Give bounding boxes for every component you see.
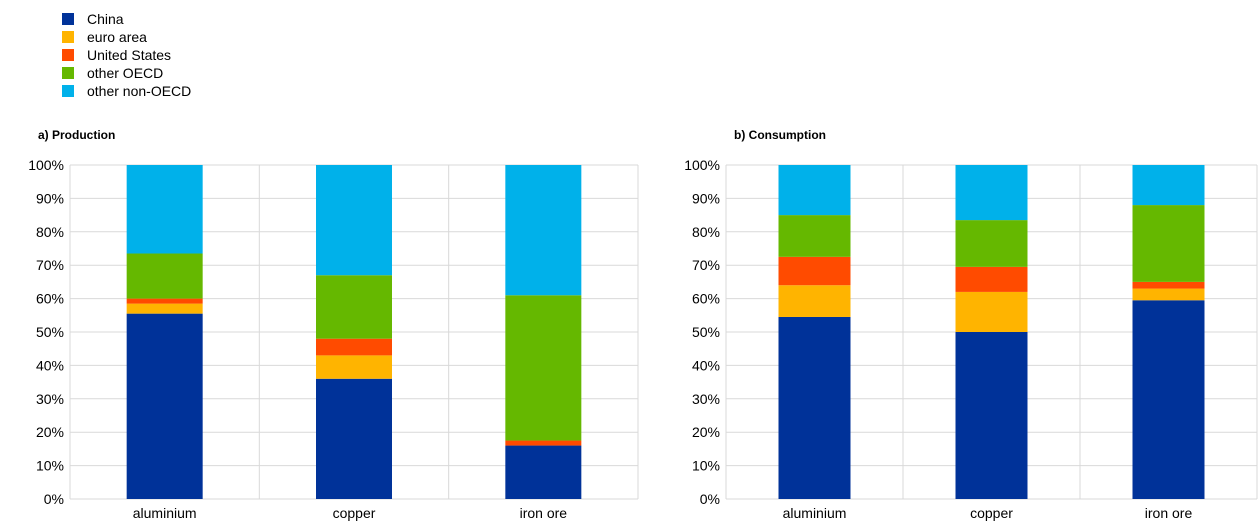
production-x-tick-label: iron ore (520, 505, 568, 521)
consumption-bar-aluminium-china (778, 316, 851, 499)
production-x-tick-label: aluminium (133, 505, 197, 521)
consumption-y-tick-label: 30% (692, 391, 720, 407)
consumption-y-tick-label: 80% (692, 224, 720, 240)
consumption-y-tick-label: 0% (700, 491, 720, 507)
production-y-tick-label: 50% (36, 324, 64, 340)
production-bar-aluminium-china (126, 313, 203, 499)
legend-item-euro-area: euro area (62, 28, 191, 46)
legend-swatch-united-states (62, 49, 74, 61)
production-y-tick-label: 30% (36, 391, 64, 407)
consumption-bar-copper-other-non-oecd (955, 165, 1028, 221)
consumption-y-tick-label: 100% (684, 157, 720, 173)
consumption-bar-aluminium-other-oecd (778, 215, 851, 257)
production-bar-iron-ore-china (505, 445, 582, 499)
consumption-x-tick-label: copper (970, 505, 1013, 521)
production-chart-title: a) Production (38, 128, 116, 142)
consumption-y-tick-label: 50% (692, 324, 720, 340)
legend-label-euro-area: euro area (87, 29, 147, 45)
legend-swatch-other-oecd (62, 67, 74, 79)
production-bar-aluminium-united-states (126, 298, 203, 304)
consumption-bar-iron-ore-united-states (1132, 281, 1205, 289)
production-chart: 0% 10% 20% 30% 40% 50% 60% 70% 80% 90% 100% alumini… (28, 157, 639, 521)
production-y-tick-label: 90% (36, 190, 64, 206)
production-bar-copper-china (316, 378, 392, 499)
legend-label-united-states: United States (87, 47, 172, 63)
consumption-chart-title: b) Consumption (734, 128, 826, 142)
consumption-x-tick-label: iron ore (1145, 505, 1193, 521)
consumption-panel: b) Consumption 0% 10% 20% 30% 40% 50% 60% 70% 80… (656, 128, 1258, 524)
consumption-y-tick-label: 10% (692, 458, 720, 474)
legend-item-china: China (62, 10, 191, 28)
legend: China euro area United States other OECD… (62, 10, 191, 100)
production-bar-copper-other-oecd (316, 275, 392, 339)
consumption-bar-aluminium-united-states (778, 256, 851, 286)
consumption-bar-iron-ore-china (1132, 300, 1205, 499)
consumption-chart: 0% 10% 20% 30% 40% 50% 60% 70% 80% 90% 100% alumini… (684, 157, 1258, 521)
consumption-y-tick-label: 40% (692, 357, 720, 373)
consumption-bar-copper-china (955, 332, 1028, 499)
consumption-bar-aluminium-other-non-oecd (778, 165, 851, 216)
legend-label-other-oecd: other OECD (87, 65, 164, 81)
consumption-y-tick-label: 70% (692, 257, 720, 273)
legend-item-other-non-oecd: other non-OECD (62, 82, 191, 100)
production-y-tick-label: 70% (36, 257, 64, 273)
consumption-bar-copper-other-oecd (955, 220, 1028, 267)
legend-item-other-oecd: other OECD (62, 64, 191, 82)
production-bar-iron-ore-other-oecd (505, 295, 582, 441)
production-bar-aluminium-euro-area (126, 303, 203, 314)
production-y-tick-label: 0% (44, 491, 64, 507)
legend-swatch-china (62, 13, 74, 25)
legend-swatch-euro-area (62, 31, 74, 43)
production-y-tick-label: 20% (36, 424, 64, 440)
production-bar-aluminium-other-non-oecd (126, 165, 203, 254)
consumption-y-tick-label: 90% (692, 190, 720, 206)
production-bar-copper-other-non-oecd (316, 165, 392, 276)
production-bar-copper-euro-area (316, 355, 392, 379)
legend-label-china: China (87, 11, 124, 27)
consumption-bar-iron-ore-euro-area (1132, 288, 1205, 301)
production-y-tick-label: 40% (36, 357, 64, 373)
legend-label-other-non-oecd: other non-OECD (87, 83, 192, 99)
consumption-bar-copper-euro-area (955, 291, 1028, 332)
production-bar-iron-ore-united-states (505, 440, 582, 446)
consumption-y-tick-label: 20% (692, 424, 720, 440)
production-bar-copper-united-states (316, 338, 392, 356)
production-panel: a) Production 0% 10% 20% 30% 40% 50% 60% 70% 80%… (0, 128, 639, 524)
production-bar-iron-ore-other-non-oecd (505, 165, 582, 296)
consumption-x-tick-label: aluminium (783, 505, 847, 521)
production-bar-aluminium-other-oecd (126, 253, 203, 299)
production-y-tick-label: 10% (36, 458, 64, 474)
consumption-y-tick-label: 60% (692, 291, 720, 307)
production-x-tick-label: copper (333, 505, 376, 521)
consumption-bar-aluminium-euro-area (778, 285, 851, 317)
consumption-bar-copper-united-states (955, 266, 1028, 292)
legend-item-united-states: United States (62, 46, 191, 64)
production-y-tick-label: 80% (36, 224, 64, 240)
consumption-bar-iron-ore-other-non-oecd (1132, 165, 1205, 206)
production-y-tick-label: 60% (36, 291, 64, 307)
legend-swatch-other-non-oecd (62, 85, 74, 97)
production-y-tick-label: 100% (28, 157, 64, 173)
consumption-bar-iron-ore-other-oecd (1132, 205, 1205, 282)
